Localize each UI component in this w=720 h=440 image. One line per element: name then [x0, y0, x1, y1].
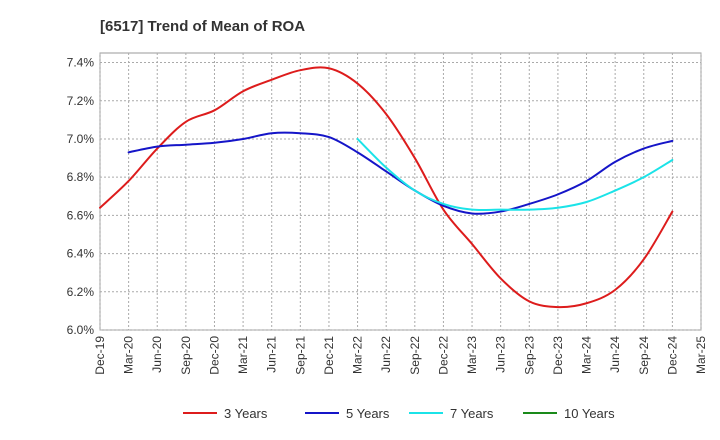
x-tick-label: Sep-24: [637, 336, 651, 375]
series-line-3-years: [99, 66, 674, 309]
x-tick-label: Dec-23: [551, 336, 565, 375]
x-tick-label: Sep-20: [179, 336, 193, 375]
series-line-7-years: [356, 137, 674, 212]
x-tick-label: Sep-23: [522, 336, 536, 375]
x-tick-label: Mar-25: [694, 336, 708, 374]
x-tick-label: Mar-21: [236, 336, 250, 374]
x-tick-label: Jun-24: [608, 336, 622, 373]
y-tick-label: 7.4%: [67, 56, 95, 70]
legend-label: 7 Years: [450, 406, 494, 421]
plot-area: [99, 52, 702, 331]
x-tick-label: Jun-20: [150, 336, 164, 373]
x-tick-label: Jun-23: [494, 336, 508, 373]
legend-label: 3 Years: [224, 406, 268, 421]
y-tick-label: 7.0%: [67, 132, 95, 146]
x-tick-label: Mar-23: [465, 336, 479, 374]
x-tick-label: Mar-24: [580, 336, 594, 374]
series-lines: [99, 66, 674, 309]
x-tick-label: Jun-21: [265, 336, 279, 373]
x-tick-label: Sep-22: [408, 336, 422, 375]
y-tick-label: 7.2%: [67, 94, 95, 108]
x-tick-label: Dec-19: [93, 336, 107, 375]
gridlines: [99, 53, 702, 331]
x-tick-label: Mar-22: [351, 336, 365, 374]
y-tick-label: 6.4%: [67, 247, 95, 261]
y-tick-label: 6.6%: [67, 208, 95, 222]
x-tick-label: Mar-20: [122, 336, 136, 374]
y-tick-label: 6.2%: [67, 285, 95, 299]
x-tick-label: Sep-21: [293, 336, 307, 375]
x-tick-label: Dec-22: [436, 336, 450, 375]
legend: 3 Years 5 Years 7 Years 10 Years: [183, 406, 615, 421]
legend-label: 5 Years: [346, 406, 390, 421]
x-axis-ticks: Dec-19 Mar-20 Jun-20 Sep-20 Dec-20 Mar-21 Jun-…: [93, 336, 708, 375]
y-tick-label: 6.8%: [67, 170, 95, 184]
y-tick-label: 6.0%: [67, 323, 95, 337]
y-axis-ticks: 6.0% 6.2% 6.4% 6.6% 6.8% 7.0% 7.2% 7.4%: [67, 56, 95, 337]
x-tick-label: Dec-21: [322, 336, 336, 375]
x-tick-label: Dec-24: [665, 336, 679, 375]
chart-title: [6517] Trend of Mean of ROA: [100, 18, 305, 35]
legend-label: 10 Years: [564, 406, 615, 421]
x-tick-label: Jun-22: [379, 336, 393, 373]
x-tick-label: Dec-20: [207, 336, 221, 375]
